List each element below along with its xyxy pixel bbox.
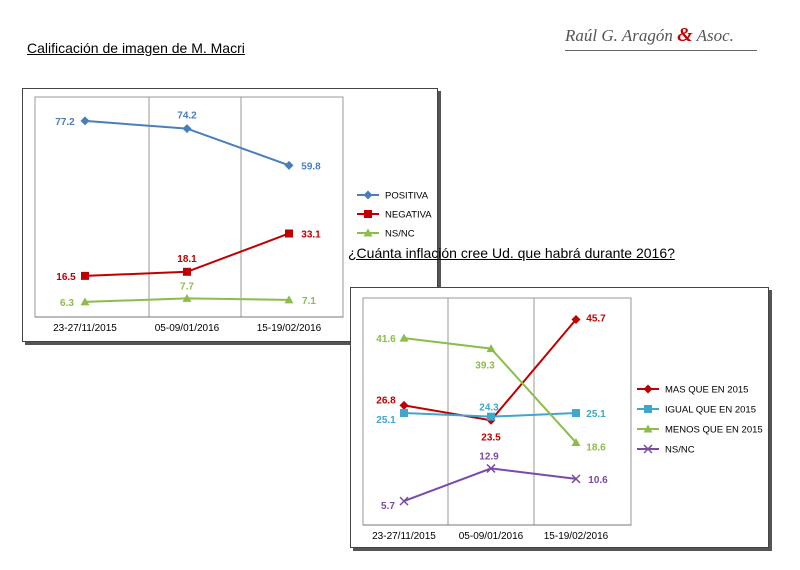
chart2-legend-label: IGUAL QUE EN 2015 <box>665 405 756 416</box>
chart2-data-label: 12.9 <box>479 451 499 462</box>
chart1-x-tick-label: 23-27/11/2015 <box>53 323 117 334</box>
chart2-series-line <box>403 467 577 503</box>
chart1-x-tick-label: 05-09/01/2016 <box>155 323 220 334</box>
chart2-legend-label: MAS QUE EN 2015 <box>665 385 748 396</box>
chart2-svg: 23-27/11/2015 05-09/01/2016 15-19/02/2016 2… <box>362 297 763 542</box>
chart2-data-label: 5.7 <box>381 501 395 512</box>
chart2-data-point <box>572 409 580 418</box>
chart1-legend-label: POSITIVA <box>385 191 429 202</box>
chart2-x-tick-label: 15-19/02/2016 <box>544 531 609 542</box>
chart1-title: Calificación de imagen de M. Macri <box>27 40 245 56</box>
chart1-data-label: 33.1 <box>301 229 321 240</box>
chart2-data-label: 45.7 <box>586 314 606 325</box>
chart1-data-point <box>182 124 192 134</box>
chart1-data-point <box>285 229 293 238</box>
chart2-data-label: 10.6 <box>588 475 608 486</box>
chart1-data-point <box>80 116 90 126</box>
chart2-data-point <box>571 474 581 484</box>
chart1-data-label: 7.7 <box>180 281 194 292</box>
chart2-data-point <box>400 409 408 418</box>
chart1-x-tick-label: 15-19/02/2016 <box>257 323 322 334</box>
chart1-legend-marker <box>363 190 373 200</box>
chart2-panel: 23-27/11/2015 05-09/01/2016 15-19/02/2016 2… <box>350 287 769 548</box>
chart2-x-tick-label: 23-27/11/2015 <box>372 531 436 542</box>
chart1-data-point <box>182 293 192 302</box>
chart1-panel: 23-27/11/2015 05-09/01/2016 15-19/02/2016 7… <box>22 88 438 342</box>
chart2-data-label: 25.1 <box>586 409 606 420</box>
chart1-legend-marker <box>364 210 372 218</box>
chart2-data-point <box>399 333 409 342</box>
chart2-data-label: 41.6 <box>376 334 396 345</box>
chart2-series-line <box>403 337 577 444</box>
chart1-data-label: 59.8 <box>301 161 321 172</box>
brand-name-part2: Asoc. <box>692 26 734 45</box>
chart1-data-point <box>284 160 294 170</box>
chart2-legend-label: MENOS QUE EN 2015 <box>665 425 763 436</box>
chart1-data-point <box>81 271 89 280</box>
chart1-data-label: 74.2 <box>177 111 197 122</box>
chart2-data-label: 39.3 <box>475 361 495 372</box>
company-brand: Raúl G. Aragón & Asoc. <box>565 24 757 51</box>
chart2-title: ¿Cuánta inflación cree Ud. que habrá dur… <box>348 245 675 261</box>
chart1-legend-marker <box>363 228 373 237</box>
chart2-data-point <box>487 412 495 421</box>
chart2-legend-marker <box>643 444 653 454</box>
chart1-data-label: 7.1 <box>302 296 316 307</box>
brand-name-part1: Raúl G. Aragón <box>565 26 678 45</box>
chart2-data-label: 18.6 <box>586 443 606 454</box>
chart1-data-label: 16.5 <box>56 272 76 283</box>
chart2-data-label: 26.8 <box>376 395 396 406</box>
chart2-data-point <box>399 496 409 506</box>
chart1-data-label: 6.3 <box>60 298 74 309</box>
chart2-data-point <box>571 315 581 325</box>
chart2-data-point <box>399 400 409 410</box>
chart2-data-point <box>571 438 581 447</box>
chart2-data-point <box>486 344 496 353</box>
chart1-data-point <box>183 267 191 276</box>
chart2-legend-marker <box>644 405 652 413</box>
chart2-data-label: 24.3 <box>479 403 499 414</box>
chart1-data-label: 18.1 <box>177 254 197 265</box>
chart1-data-point <box>284 295 294 304</box>
brand-ampersand: & <box>677 24 693 46</box>
chart2-data-point <box>486 463 496 473</box>
chart2-x-tick-label: 05-09/01/2016 <box>459 531 524 542</box>
chart2-legend-marker <box>643 384 653 394</box>
chart2-legend-marker <box>643 424 653 433</box>
chart1-data-label: 77.2 <box>55 117 75 128</box>
chart2-data-label: 25.1 <box>376 415 396 426</box>
chart1-legend-label: NS/NC <box>385 229 415 240</box>
chart1-legend-label: NEGATIVA <box>385 210 432 221</box>
chart2-legend-label: NS/NC <box>665 445 695 456</box>
chart1-data-point <box>80 297 90 306</box>
chart1-svg: 23-27/11/2015 05-09/01/2016 15-19/02/2016 7… <box>34 96 432 334</box>
chart2-data-label: 23.5 <box>481 432 501 443</box>
